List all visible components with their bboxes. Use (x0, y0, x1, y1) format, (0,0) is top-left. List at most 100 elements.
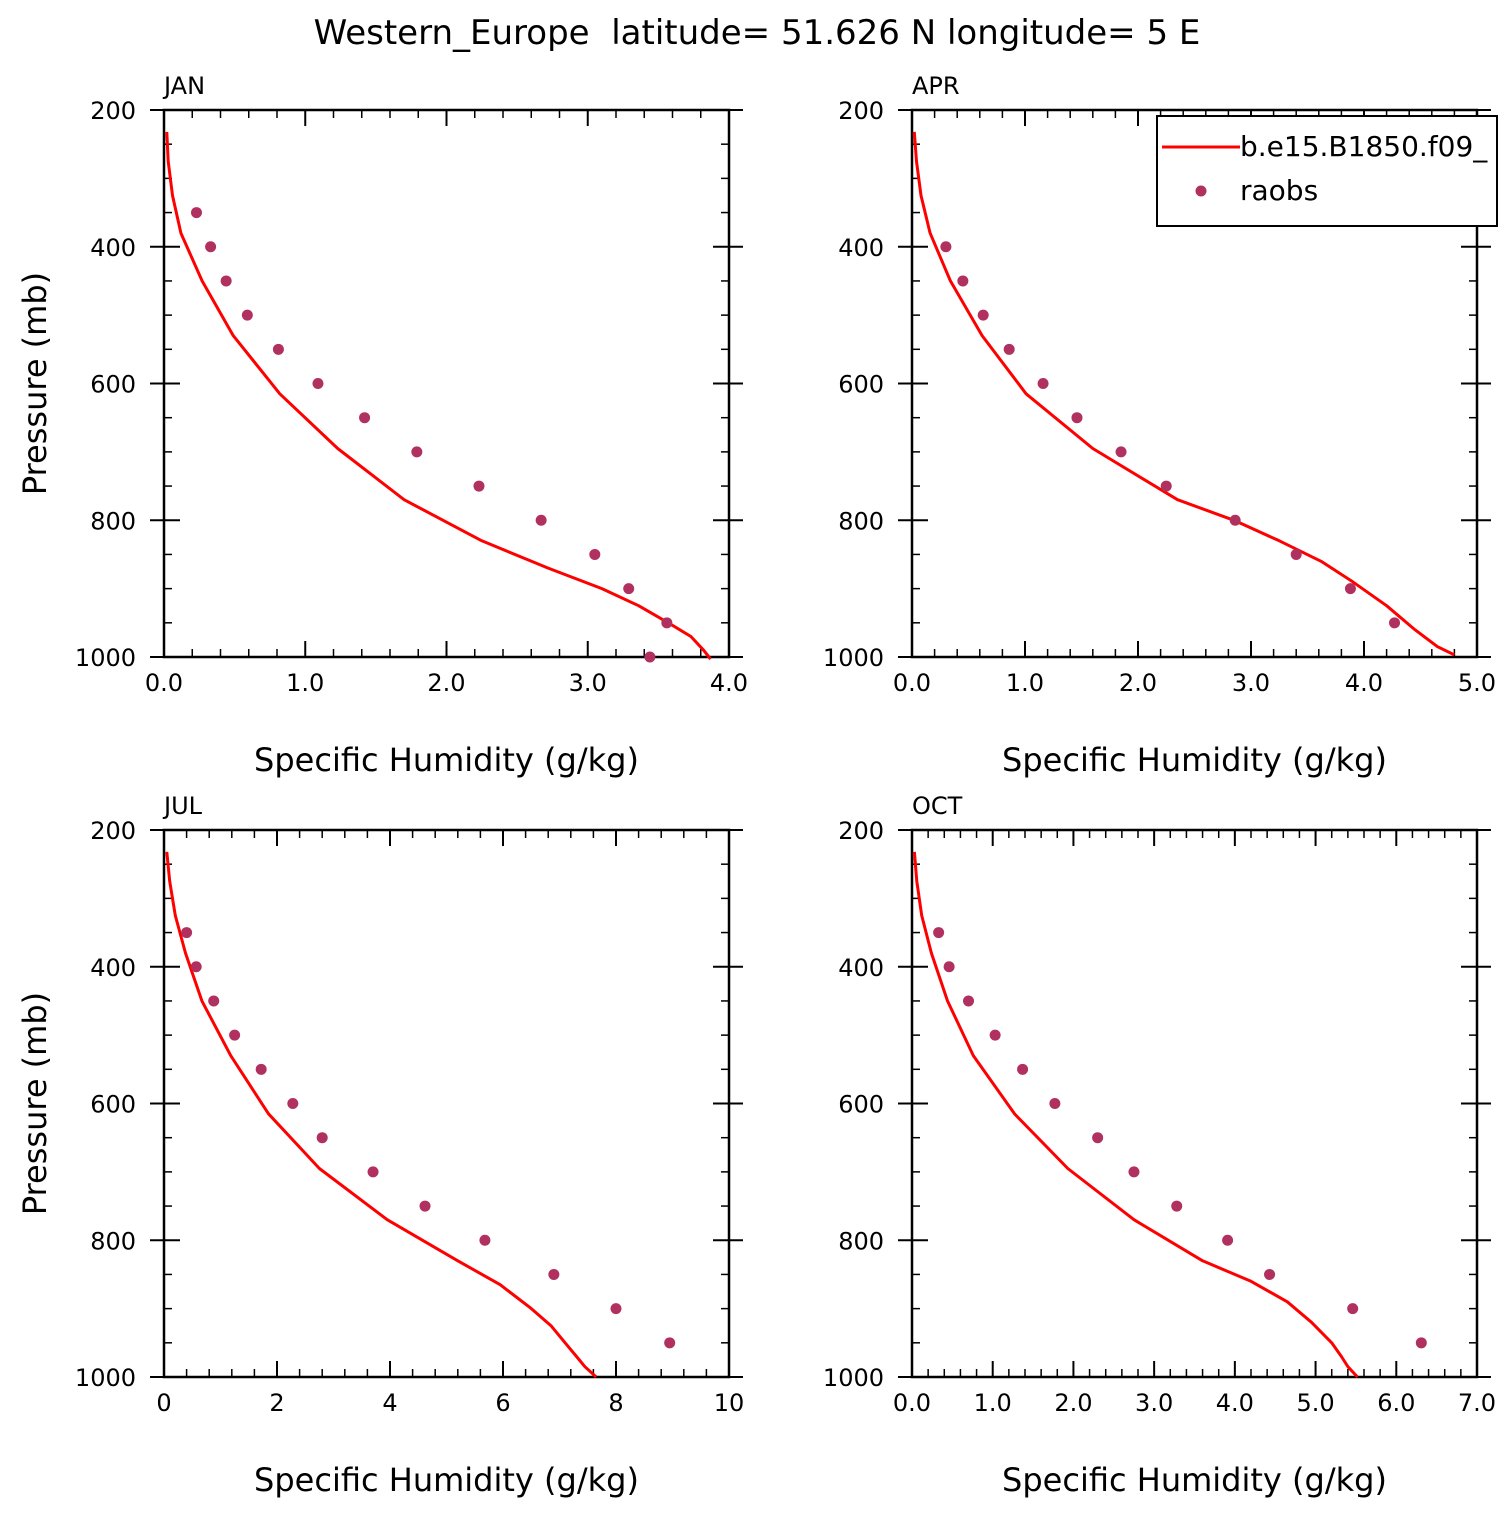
x-axis-label: Specific Humidity (g/kg) (254, 1461, 639, 1499)
obs-point (205, 241, 217, 253)
y-tick-label: 200 (838, 97, 884, 125)
y-tick-label: 400 (90, 234, 136, 262)
legend-obs-label: raobs (1240, 174, 1318, 207)
legend: b.e15.B1850.f09_raobs (1156, 115, 1498, 227)
y-axis-label: Pressure (mb) (16, 992, 54, 1215)
obs-point (1415, 1337, 1427, 1349)
obs-point (1290, 548, 1302, 560)
y-tick-label: 200 (90, 97, 136, 125)
obs-point (316, 1132, 328, 1144)
obs-point (963, 995, 974, 1007)
x-tick-label: 8 (608, 1389, 623, 1417)
y-tick-label: 200 (90, 817, 136, 845)
x-tick-label: 2.0 (1119, 669, 1157, 697)
obs-point (272, 343, 284, 355)
obs-point (957, 275, 969, 287)
obs-point (190, 961, 202, 973)
obs-point (241, 309, 253, 321)
obs-point (411, 446, 423, 458)
panel-jul: JUL 0 2 4 6 8 10 200 400 600 800 1000 Specific Humid… (16, 792, 744, 1499)
x-tick-label: 1.0 (286, 669, 324, 697)
obs-point (473, 480, 485, 492)
series-line-model (165, 131, 712, 661)
obs-point (367, 1166, 379, 1178)
y-axis-label: Pressure (mb) (16, 272, 54, 495)
x-tick-label: 5.0 (1296, 1389, 1334, 1417)
y-tick-label: 200 (838, 817, 884, 845)
y-tick-label: 600 (838, 371, 884, 399)
y-tick-label: 400 (90, 954, 136, 982)
plot-frame (162, 828, 731, 1379)
x-tick-label: 4.0 (1345, 669, 1383, 697)
obs-point (1115, 446, 1127, 458)
obs-point (623, 583, 635, 595)
x-tick-label: 2 (269, 1389, 284, 1417)
y-tick-label: 1000 (75, 1364, 136, 1392)
obs-point (943, 961, 955, 973)
legend-dot-swatch (1195, 185, 1207, 197)
obs-point (610, 1303, 622, 1315)
obs-point (1171, 1200, 1183, 1212)
obs-point (1264, 1268, 1276, 1280)
y-tick-label: 600 (838, 1091, 884, 1119)
x-tick-label: 7.0 (1458, 1389, 1496, 1417)
x-tick-label: 6.0 (1377, 1389, 1415, 1417)
obs-point (190, 207, 202, 219)
figure-title: Western_Europe latitude= 51.626 N longit… (314, 13, 1201, 53)
y-tick-label: 800 (838, 507, 884, 535)
obs-point (1344, 583, 1356, 595)
series-line-model (912, 851, 1359, 1379)
x-tick-label: 0.0 (893, 669, 931, 697)
obs-point (419, 1200, 431, 1212)
obs-point (1128, 1166, 1140, 1178)
panel-title: APR (912, 72, 960, 100)
panel-title: JAN (162, 72, 205, 100)
obs-point (255, 1063, 267, 1075)
x-tick-label: 2.0 (427, 669, 465, 697)
x-tick-label: 6 (495, 1389, 510, 1417)
obs-point (1092, 1132, 1104, 1144)
y-tick-label: 600 (90, 1091, 136, 1119)
x-tick-label: 0.0 (145, 669, 183, 697)
panel-jan: JAN 0.0 1.0 2.0 3.0 4.0 200 400 600 800 1000 Specif… (16, 72, 748, 779)
obs-point (1229, 514, 1241, 526)
obs-point (644, 651, 656, 663)
panel-apr: APR 0.0 1.0 2.0 3.0 4.0 5.0 200 400 600 800 1000 Spe… (823, 72, 1496, 779)
obs-point (1160, 480, 1172, 492)
y-tick-label: 1000 (823, 644, 884, 672)
obs-point (1071, 412, 1083, 424)
panel-oct: OCT 0.0 1.0 2.0 3.0 4.0 5.0 6.0 7.0 200 400 600 800 1… (823, 792, 1496, 1499)
obs-point (933, 927, 945, 939)
obs-point (989, 1029, 1001, 1041)
obs-point (1049, 1098, 1061, 1109)
x-tick-label: 1.0 (974, 1389, 1012, 1417)
obs-point (208, 995, 220, 1007)
obs-point (1222, 1234, 1234, 1246)
plot-frame (910, 828, 1479, 1379)
x-tick-label: 5.0 (1458, 669, 1496, 697)
x-tick-label: 2.0 (1054, 1389, 1092, 1417)
legend-box (1156, 115, 1498, 227)
obs-point (479, 1234, 491, 1246)
obs-point (940, 241, 952, 253)
obs-point (1037, 378, 1049, 389)
x-tick-label: 3.0 (1232, 669, 1270, 697)
obs-point (1347, 1303, 1359, 1315)
x-tick-label: 3.0 (569, 669, 607, 697)
obs-point (312, 378, 324, 389)
x-tick-label: 3.0 (1135, 1389, 1173, 1417)
obs-point (589, 548, 601, 560)
panel-title: OCT (912, 792, 963, 820)
obs-point (977, 309, 989, 321)
panel-title: JUL (162, 792, 203, 820)
x-tick-label: 4 (382, 1389, 397, 1417)
x-tick-label: 4.0 (1216, 1389, 1254, 1417)
obs-point (664, 1337, 676, 1349)
y-tick-label: 600 (90, 371, 136, 399)
y-tick-label: 1000 (75, 644, 136, 672)
obs-point (359, 412, 371, 424)
x-tick-label: 10 (714, 1389, 745, 1417)
obs-point (181, 927, 193, 939)
series-line-model (165, 851, 598, 1379)
